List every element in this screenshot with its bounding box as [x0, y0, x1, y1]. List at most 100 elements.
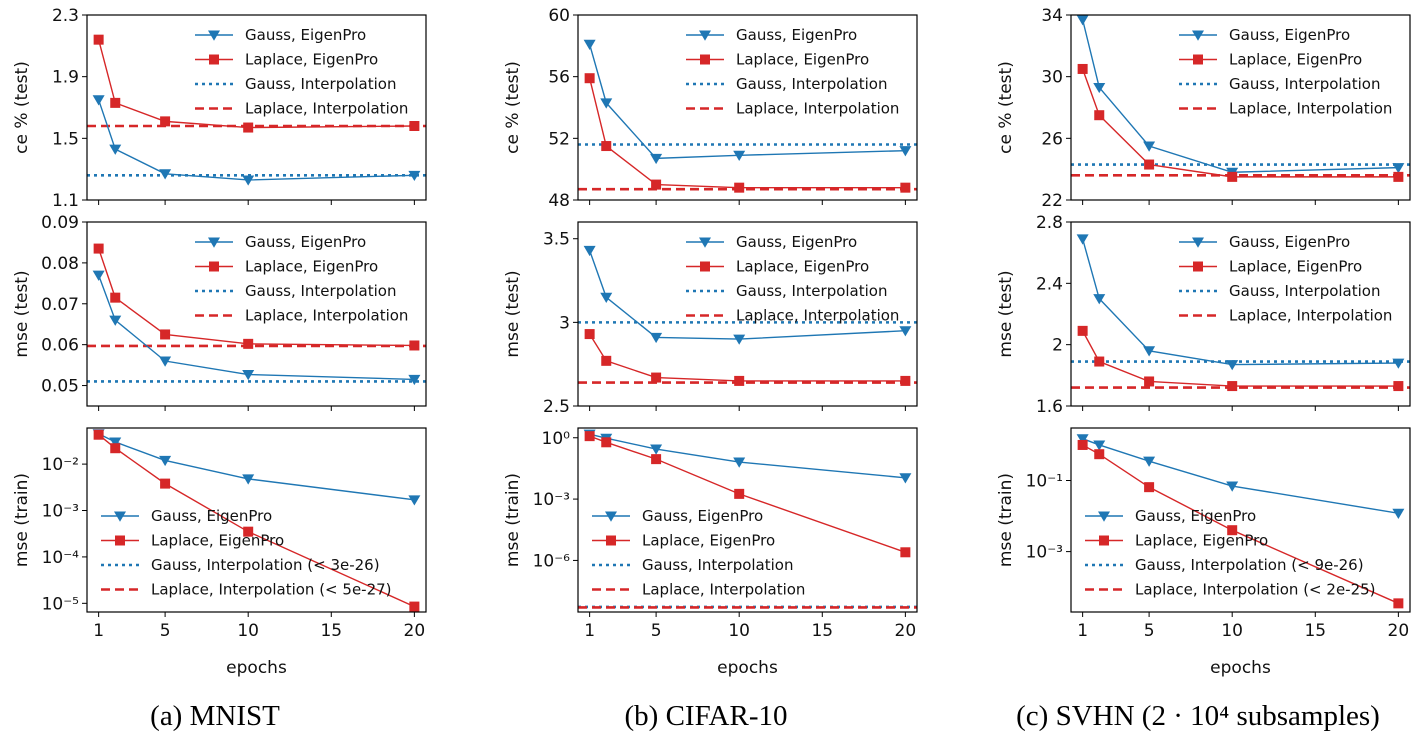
- legend-label: Gauss, EigenPro: [642, 507, 763, 525]
- legend-entry: Gauss, EigenPro: [1179, 233, 1350, 251]
- legend-label: Laplace, EigenPro: [1229, 51, 1362, 69]
- legend-entry: Gauss, Interpolation: [686, 282, 888, 300]
- gauss-eigenpro-point: [1093, 440, 1106, 451]
- gauss-eigenpro-point: [899, 326, 912, 337]
- legend-entry: Gauss, EigenPro: [195, 26, 366, 44]
- laplace-eigenpro-point: [734, 488, 745, 499]
- plot-area: [578, 429, 917, 609]
- axes-frame: [577, 14, 918, 201]
- plot-area: [1071, 234, 1410, 392]
- gauss-eigenpro-point: [1143, 346, 1156, 357]
- gauss-eigenpro-point: [1076, 15, 1089, 26]
- gauss-eigenpro-point: [242, 175, 255, 186]
- y-tick-label: 10⁻³: [42, 502, 79, 522]
- gauss-eigenpro-point: [600, 292, 613, 303]
- y-tick-label: 10⁻⁴: [42, 548, 80, 568]
- legend-label: Gauss, EigenPro: [151, 507, 272, 525]
- y-tick-label: 1.9: [52, 68, 79, 88]
- plot-area: [1071, 15, 1410, 182]
- plot-area: [87, 243, 426, 386]
- laplace-eigenpro-point: [1077, 63, 1088, 74]
- y-tick-label: 10⁻³: [1026, 543, 1063, 563]
- laplace-eigenpro-point: [160, 478, 171, 489]
- legend-label: Gauss, EigenPro: [245, 26, 366, 44]
- gauss-eigenpro-point: [408, 170, 421, 182]
- laplace-eigenpro-point: [1227, 525, 1238, 536]
- y-axis-label: ce % (test): [12, 61, 32, 154]
- legend-label: Laplace, EigenPro: [151, 532, 284, 550]
- gauss-eigenpro-point: [159, 169, 172, 180]
- x-axis-label: epochs: [226, 658, 287, 678]
- legend-label: Laplace, Interpolation: [736, 100, 899, 118]
- panel-7: 22 26 30 34 ce % (test) Gauss, EigenPro Laplac…: [996, 6, 1411, 211]
- gauss-eigenpro-point: [600, 98, 613, 109]
- legend: Gauss, EigenPro Laplace, EigenPro Gauss, I…: [195, 233, 408, 325]
- legend-label: Laplace, EigenPro: [1135, 532, 1268, 550]
- y-tick-label: 0.05: [41, 377, 79, 397]
- gauss-eigenpro-point: [1076, 434, 1089, 445]
- gauss-eigenpro-point: [733, 457, 746, 468]
- y-tick-label: 10⁻¹: [1026, 472, 1063, 492]
- caption-svhn: (c) SVHN (2 · 10⁴ subsamples): [1016, 700, 1380, 732]
- laplace-eigenpro-point: [110, 443, 121, 454]
- gauss-eigenpro-point: [92, 270, 105, 281]
- legend-entry: Gauss, Interpolation: [1179, 75, 1381, 93]
- y-tick-label: 0.09: [41, 213, 79, 233]
- axes-frame: [86, 221, 427, 407]
- y-axis-label: mse (test): [12, 270, 32, 357]
- legend: Gauss, EigenPro Laplace, EigenPro Gauss, I…: [686, 26, 899, 118]
- laplace-eigenpro-point: [160, 329, 171, 340]
- plot-area: [578, 245, 917, 386]
- laplace-eigenpro-line: [588, 78, 906, 189]
- legend-label: Gauss, Interpolation: [1229, 282, 1381, 300]
- legend-label: Gauss, Interpolation (< 9e-26): [1135, 556, 1364, 574]
- x-tick-label: 20: [404, 621, 426, 641]
- legend-entry: Laplace, Interpolation (< 5e-27): [101, 581, 392, 599]
- laplace-eigenpro-point: [409, 121, 420, 131]
- gauss-eigenpro-line: [1082, 438, 1399, 514]
- x-tick-label: 5: [160, 621, 171, 641]
- gauss-eigenpro-point: [408, 374, 421, 386]
- y-axis-label: ce % (test): [996, 61, 1016, 154]
- axes-frame: [86, 427, 427, 613]
- legend-entry: Gauss, Interpolation: [195, 282, 397, 300]
- legend-entry: Gauss, Interpolation (< 9e-26): [1085, 556, 1364, 574]
- gauss-eigenpro-point: [242, 370, 255, 381]
- plot-area: [1076, 434, 1405, 609]
- y-tick-label: 0.06: [41, 336, 79, 356]
- legend-label: Gauss, EigenPro: [1229, 26, 1350, 44]
- legend-label: Gauss, EigenPro: [736, 26, 857, 44]
- legend-label: Laplace, Interpolation (< 2e-25): [1135, 581, 1376, 599]
- axes-frame: [1070, 221, 1411, 407]
- gauss-eigenpro-point: [92, 95, 105, 106]
- laplace-eigenpro-point: [584, 329, 595, 340]
- laplace-eigenpro-point: [243, 122, 254, 133]
- legend-label: Gauss, Interpolation: [736, 75, 888, 93]
- laplace-eigenpro-point: [584, 431, 595, 442]
- laplace-eigenpro-point: [1393, 171, 1404, 182]
- plot-area: [578, 39, 917, 193]
- panel-1: 1.1 1.5 1.9 2.3 ce % (test) Gauss, EigenPro La…: [12, 6, 427, 211]
- panel-4: 48 52 56 60 ce % (test) Gauss, EigenPro Laplac…: [503, 6, 918, 211]
- y-tick-label: 1.1: [52, 191, 79, 211]
- y-tick-label: 0.08: [41, 254, 79, 274]
- laplace-eigenpro-point: [1393, 598, 1404, 609]
- y-tick-label: 1.6: [1036, 397, 1063, 417]
- laplace-eigenpro-point: [651, 454, 662, 465]
- laplace-eigenpro-point: [601, 355, 612, 366]
- gauss-eigenpro-point: [733, 150, 746, 161]
- laplace-eigenpro-point: [601, 141, 612, 152]
- gauss-eigenpro-point: [1143, 456, 1156, 467]
- legend-label: Laplace, Interpolation: [1229, 100, 1392, 118]
- gauss-eigenpro-point: [242, 474, 255, 485]
- legend: Gauss, EigenPro Laplace, EigenPro Gauss, I…: [1085, 507, 1376, 599]
- legend-label: Gauss, Interpolation: [642, 556, 794, 574]
- x-tick-label: 1: [1077, 621, 1088, 641]
- y-tick-label: 3.5: [543, 230, 570, 250]
- x-tick-label: 15: [1304, 621, 1326, 641]
- legend: Gauss, EigenPro Laplace, EigenPro Gauss, I…: [686, 233, 899, 325]
- x-tick-label: 10: [1221, 621, 1243, 641]
- y-axis-label: mse (train): [503, 473, 523, 567]
